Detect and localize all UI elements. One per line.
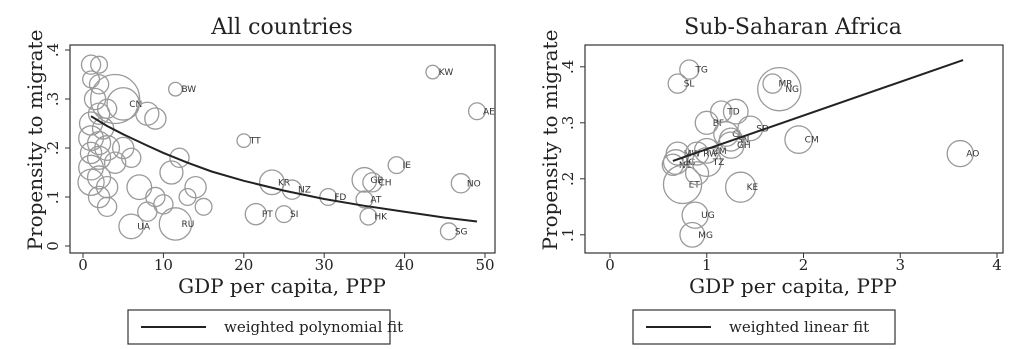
- scatter-point: [127, 175, 152, 200]
- y-tick-label: .1: [44, 190, 62, 204]
- scatter-point: [160, 161, 183, 184]
- scatter-point: [79, 155, 104, 180]
- legend-label: weighted linear fit: [729, 318, 869, 336]
- scatter-point: [146, 187, 165, 206]
- scatter-point: [80, 142, 101, 163]
- x-axis-label: GDP per capita, PPP: [178, 274, 386, 298]
- x-tick-label: 20: [234, 256, 253, 274]
- point-label: AO: [966, 150, 979, 160]
- point-label: AT: [370, 195, 381, 205]
- point-label: TZ: [712, 158, 725, 168]
- y-tick-label: .2: [44, 141, 62, 155]
- y-tick-label: .1: [559, 228, 577, 242]
- fit-line: [673, 60, 963, 161]
- y-tick-label: .3: [44, 92, 62, 106]
- point-label: KW: [439, 68, 454, 78]
- point-label: UG: [701, 211, 715, 221]
- scatter-point: [84, 88, 105, 109]
- scatter-point: [195, 198, 212, 215]
- scatter-point: [97, 177, 118, 198]
- scatter-point: [145, 108, 166, 129]
- x-tick-label: 0: [605, 256, 615, 274]
- scatter-point: [136, 102, 159, 125]
- chart-all-countries: All countries Propensity to migrate GDP …: [0, 0, 504, 349]
- scatter-point: [138, 202, 157, 221]
- point-label: GH: [737, 141, 751, 151]
- tick-group: 0 1 2 3 4 .1 .2 .3 .4: [559, 60, 1002, 274]
- y-tick-label: .2: [559, 172, 577, 186]
- point-label: PT: [262, 210, 273, 220]
- x-tick-label: 1: [702, 256, 712, 274]
- chart-title: All countries: [210, 15, 353, 40]
- scatter-point: [78, 169, 104, 195]
- marker-group: CNBWKWAETTIEGBCH NOKRNZFD ATHKSGPT SIRUUA: [78, 55, 495, 240]
- x-tick-label: 30: [315, 256, 334, 274]
- point-label: TG: [694, 66, 707, 76]
- point-label: KE: [747, 183, 759, 193]
- point-label: NG: [785, 85, 799, 95]
- marker-group: TGSL MRNGTDBFCISNGHSDCMAOZMMW RWUG TZNEET KE…: [662, 60, 979, 247]
- point-label: BW: [181, 85, 196, 95]
- chart-sub-saharan-africa: Sub-Saharan Africa Propensity to migrate…: [505, 0, 1009, 349]
- point-label: AE: [483, 107, 495, 117]
- point-label: CH: [378, 178, 391, 188]
- y-tick-label: 0: [44, 241, 62, 251]
- scatter-point: [237, 134, 251, 148]
- y-axis-label: Propensity to migrate: [23, 30, 47, 251]
- plot-frame: [585, 45, 1003, 253]
- legend-label: weighted polynomial fit: [224, 318, 403, 336]
- point-label: UA: [137, 222, 151, 232]
- x-tick-label: 0: [78, 256, 88, 274]
- point-label: KR: [278, 178, 290, 188]
- point-label: CM: [805, 136, 819, 146]
- x-tick-label: 40: [395, 256, 414, 274]
- y-tick-label: .4: [44, 43, 62, 57]
- scatter-point: [98, 197, 117, 216]
- point-label: SG: [455, 227, 468, 237]
- tick-group: 0 10 20 30 40 50 0 .1 .2 .3 .4: [44, 43, 495, 274]
- point-label: SL: [684, 80, 695, 90]
- point-label: TT: [249, 137, 261, 147]
- x-tick-label: 50: [475, 256, 494, 274]
- x-tick-label: 4: [992, 256, 1002, 274]
- point-label: NO: [467, 179, 481, 189]
- x-tick-label: 3: [895, 256, 905, 274]
- y-tick-label: .4: [559, 60, 577, 74]
- point-label: IE: [403, 161, 412, 171]
- scatter-point: [169, 82, 183, 96]
- point-label: RU: [181, 220, 194, 230]
- point-label: HK: [374, 213, 388, 223]
- scatter-point: [426, 65, 440, 79]
- chart-title: Sub-Saharan Africa: [684, 15, 902, 40]
- point-label: MG: [698, 231, 713, 241]
- y-tick-label: .3: [559, 116, 577, 130]
- point-label: SI: [290, 210, 298, 220]
- x-axis-label: GDP per capita, PPP: [689, 274, 897, 298]
- x-tick-label: 10: [154, 256, 173, 274]
- point-label: TD: [726, 108, 739, 118]
- x-tick-label: 2: [799, 256, 809, 274]
